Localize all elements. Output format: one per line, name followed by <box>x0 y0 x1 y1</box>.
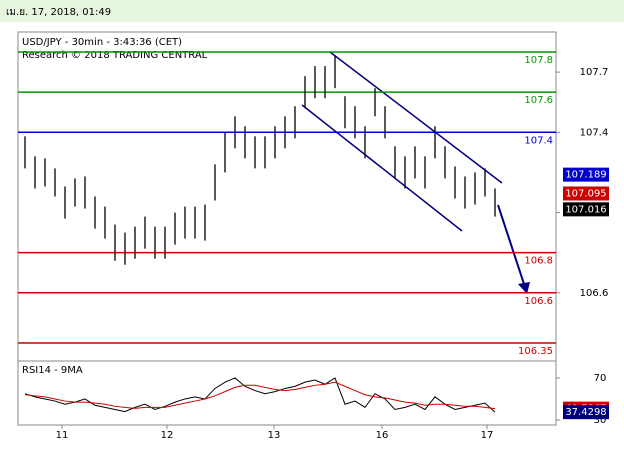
level-label: 106.35 <box>518 346 553 357</box>
chart-title: USD/JPY - 30min - 3:43:36 (CET) <box>22 37 182 48</box>
x-tick-label: 12 <box>161 430 174 441</box>
y-tick-label: 106.6 <box>580 288 609 299</box>
rsi-line <box>24 381 496 410</box>
level-label: 107.4 <box>524 135 553 146</box>
price-marker <box>563 186 609 201</box>
price-marker-label: 107.189 <box>565 170 606 181</box>
x-tick-label: 11 <box>56 430 69 441</box>
level-label: 107.6 <box>524 95 553 106</box>
chart-subtitle: Research © 2018 TRADING CENTRAL <box>22 50 208 61</box>
rsi-line <box>24 377 496 413</box>
y-tick-label: 107.7 <box>580 67 609 78</box>
rsi-title: RSI14 - 9MA <box>22 365 83 376</box>
level-label: 107.8 <box>524 55 553 66</box>
forecast-arrow <box>497 204 525 285</box>
x-tick-label: 16 <box>376 430 389 441</box>
x-tick-label: 13 <box>268 430 281 441</box>
arrow-head <box>518 282 530 294</box>
price-marker <box>563 202 609 217</box>
price-marker-label: 107.016 <box>565 204 606 215</box>
rsi-tick-label: 70 <box>594 373 607 384</box>
price-marker-label: 107.095 <box>565 188 606 199</box>
y-tick-label: 107.4 <box>580 127 609 138</box>
price-marker <box>563 167 609 182</box>
plot-frame <box>17 31 557 426</box>
rsi-marker-label: 37.4298 <box>565 407 606 418</box>
x-tick-label: 17 <box>481 430 494 441</box>
channel-upper <box>329 51 503 184</box>
level-label: 106.8 <box>524 256 553 267</box>
timestamp: เม.ย. 17, 2018, 01:49 <box>6 7 111 18</box>
rsi-marker <box>563 405 609 420</box>
header-bar <box>0 0 624 22</box>
level-label: 106.6 <box>524 296 553 307</box>
rsi-tick-label: 30 <box>594 415 607 426</box>
channel-lower <box>301 104 463 232</box>
